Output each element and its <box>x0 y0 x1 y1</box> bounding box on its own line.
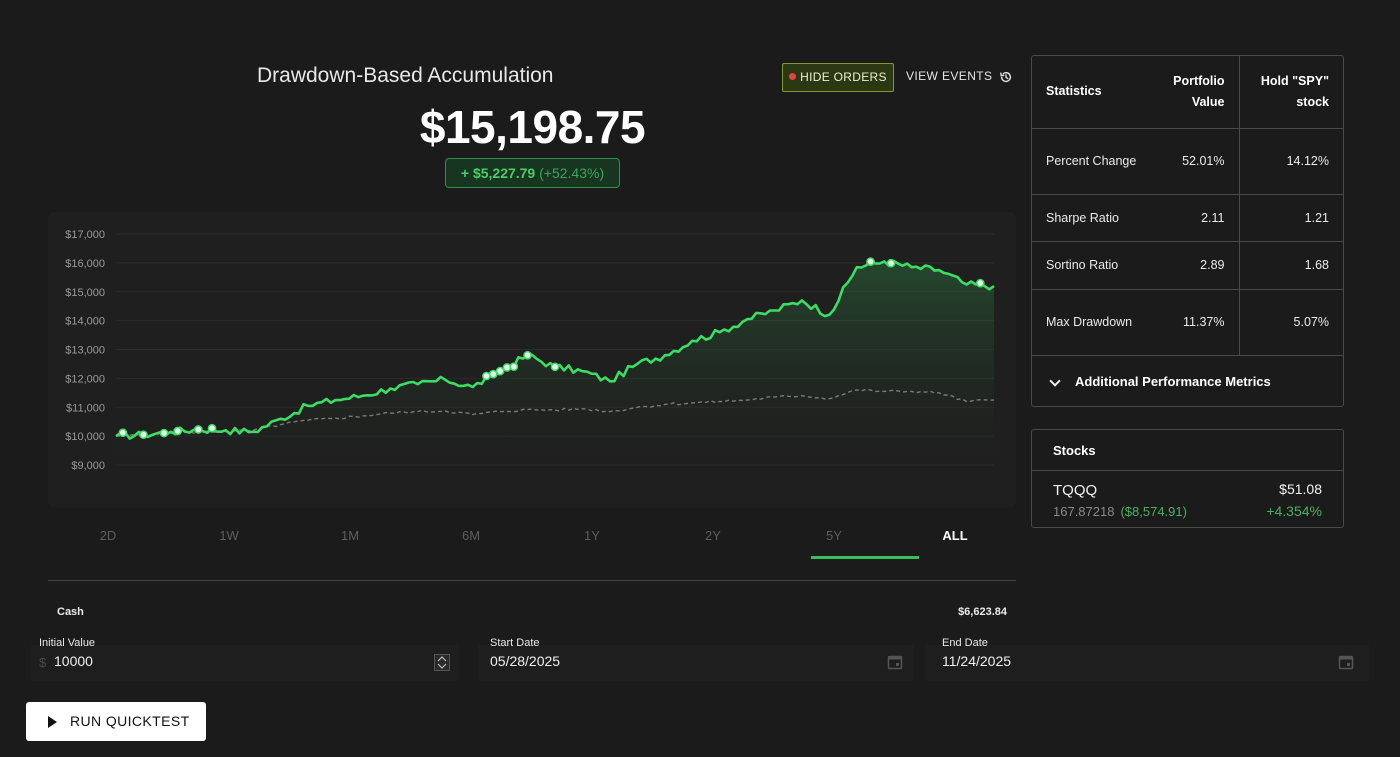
calendar-icon[interactable] <box>1338 654 1354 670</box>
statistics-card: Statistics Portfolio Value Hold "SPY" st… <box>1031 55 1344 407</box>
stat-spy-value: 1.21 <box>1239 194 1343 242</box>
order-marker <box>193 425 203 434</box>
start-date-input[interactable] <box>490 653 870 669</box>
stocks-title: Stocks <box>1053 443 1096 458</box>
view-events-button[interactable]: VIEW EVENTS <box>906 69 993 83</box>
y-tick-label: $13,000 <box>65 345 105 357</box>
statistics-table: Statistics Portfolio Value Hold "SPY" st… <box>1032 56 1343 356</box>
hide-orders-button[interactable]: HIDE ORDERS <box>782 63 894 92</box>
order-marker <box>495 366 505 376</box>
y-tick-label: $12,000 <box>65 373 105 385</box>
hide-orders-label: HIDE ORDERS <box>800 70 887 84</box>
additional-metrics-label: Additional Performance Metrics <box>1075 374 1271 389</box>
order-marker <box>975 278 985 288</box>
quantity-stepper[interactable] <box>434 654 450 671</box>
stat-portfolio-value: 2.89 <box>1147 241 1240 290</box>
table-row: Sharpe Ratio 2.11 1.21 <box>1032 194 1343 242</box>
stat-name: Sortino Ratio <box>1032 241 1147 290</box>
y-tick-label: $14,000 <box>65 316 105 328</box>
end-date-label: End Date <box>942 637 988 649</box>
run-quicktest-button[interactable]: RUN QUICKTEST <box>26 702 206 741</box>
order-marker <box>523 350 532 360</box>
tab-6m[interactable]: 6M <box>461 528 481 543</box>
performance-chart[interactable]: $17,000 $16,000 $15,000 $14,000 $13,000 $12,0… <box>48 212 1016 507</box>
stock-price: $51.08 <box>1279 481 1322 497</box>
order-marker <box>866 257 875 266</box>
currency-prefix: $ <box>39 655 47 670</box>
stepper-arrows-icon <box>437 656 447 669</box>
order-marker <box>550 362 560 372</box>
end-date-input[interactable] <box>942 653 1322 669</box>
timeframe-selector[interactable]: 2D 1W 1M 6M 1Y 2Y 5Y ALL <box>48 528 1016 550</box>
stat-name: Max Drawdown <box>1032 289 1147 356</box>
additional-metrics-toggle[interactable]: Additional Performance Metrics <box>1032 357 1343 407</box>
order-marker <box>139 430 148 440</box>
divider <box>48 580 1016 581</box>
y-tick-label: $11,000 <box>66 402 105 414</box>
pin-icon <box>789 73 797 80</box>
stock-share-count: 167.87218 <box>1053 504 1115 519</box>
stock-shares: 167.87218 ($8,574.91) <box>1053 504 1187 519</box>
order-marker <box>173 426 183 436</box>
change-badge: + $5,227.79 (+52.43%) <box>445 158 620 188</box>
stat-portfolio-value: 52.01% <box>1147 128 1240 195</box>
order-marker <box>502 363 512 372</box>
order-marker <box>886 258 896 268</box>
tab-1y[interactable]: 1Y <box>584 528 600 543</box>
stat-name: Sharpe Ratio <box>1032 194 1147 242</box>
order-marker <box>118 428 128 438</box>
stat-spy-value: 5.07% <box>1239 289 1343 356</box>
portfolio-value: $15,198.75 <box>419 101 646 153</box>
order-marker <box>488 369 498 379</box>
stat-name: Percent Change <box>1032 128 1147 195</box>
strategy-title: Drawdown-Based Accumulation <box>257 64 554 87</box>
y-tick-label: $15,000 <box>65 287 105 299</box>
run-quicktest-label: RUN QUICKTEST <box>70 713 190 729</box>
tab-2y[interactable]: 2Y <box>705 528 721 543</box>
tab-5y[interactable]: 5Y <box>826 528 842 543</box>
stock-change: +4.354% <box>1266 503 1322 519</box>
cash-value: $6,623.84 <box>958 606 1007 618</box>
change-percent: (+52.43%) <box>539 165 605 181</box>
stats-header-statistics: Statistics <box>1032 56 1147 129</box>
stat-spy-value: 14.12% <box>1239 128 1343 195</box>
chevron-down-icon <box>1049 375 1061 387</box>
chart-svg[interactable]: $17,000 $16,000 $15,000 $14,000 $13,000 $12,0… <box>48 212 1016 507</box>
stats-header-portfolio: Portfolio Value <box>1147 56 1240 129</box>
tab-all[interactable]: ALL <box>942 528 968 543</box>
tab-2d[interactable]: 2D <box>99 528 117 543</box>
tab-1m[interactable]: 1M <box>340 528 360 543</box>
y-tick-label: $10,000 <box>65 431 105 443</box>
stock-ticker: TQQQ <box>1053 482 1098 499</box>
stock-position-value: ($8,574.91) <box>1120 504 1187 519</box>
play-icon <box>48 716 57 728</box>
table-row: Percent Change 52.01% 14.12% <box>1032 128 1343 195</box>
stat-portfolio-value: 2.11 <box>1147 194 1240 242</box>
y-tick-label: $17,000 <box>65 229 105 241</box>
calendar-icon[interactable] <box>887 654 903 670</box>
table-row: Sortino Ratio 2.89 1.68 <box>1032 241 1343 290</box>
order-marker <box>509 362 519 372</box>
start-date-label: Start Date <box>490 637 540 649</box>
cash-label: Cash <box>57 606 84 618</box>
timeframe-active-indicator <box>811 556 919 559</box>
stocks-header: Stocks <box>1032 430 1343 471</box>
history-icon[interactable] <box>999 70 1013 84</box>
stat-spy-value: 1.68 <box>1239 241 1343 290</box>
stat-portfolio-value: 11.37% <box>1147 289 1240 356</box>
stocks-card: Stocks TQQQ $51.08 167.87218 ($8,574.91) … <box>1031 429 1344 528</box>
stats-header-spy: Hold "SPY" stock <box>1239 56 1343 129</box>
initial-value-input[interactable] <box>54 653 414 669</box>
initial-value-label: Initial Value <box>39 637 96 649</box>
y-tick-label: $16,000 <box>65 258 105 270</box>
change-absolute: + $5,227.79 <box>460 165 536 181</box>
order-marker <box>159 428 169 438</box>
tab-1w[interactable]: 1W <box>219 528 239 543</box>
order-marker <box>207 423 217 433</box>
table-row: Max Drawdown 11.37% 5.07% <box>1032 289 1343 356</box>
order-marker <box>482 371 491 381</box>
y-tick-label: $9,000 <box>71 460 105 472</box>
